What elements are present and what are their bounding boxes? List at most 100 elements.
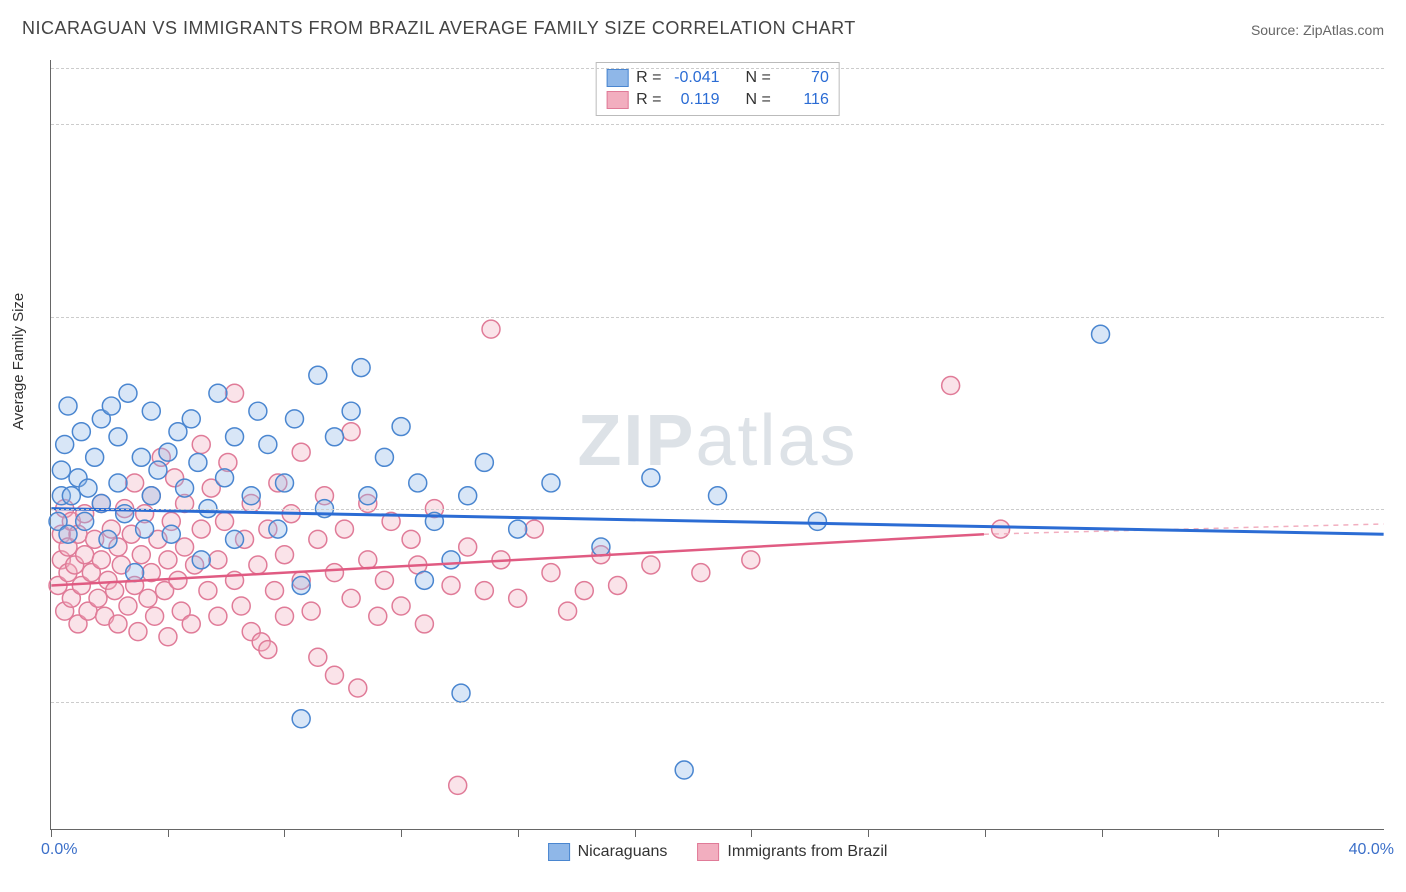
scatter-point bbox=[325, 666, 343, 684]
scatter-point bbox=[482, 320, 500, 338]
scatter-point bbox=[459, 487, 477, 505]
scatter-point bbox=[709, 487, 727, 505]
scatter-point bbox=[942, 377, 960, 395]
scatter-point bbox=[369, 607, 387, 625]
scatter-point bbox=[59, 525, 77, 543]
scatter-point bbox=[609, 576, 627, 594]
scatter-point bbox=[192, 551, 210, 569]
legend-item-a: Nicaraguans bbox=[548, 843, 668, 861]
scatter-point bbox=[209, 607, 227, 625]
chart-svg bbox=[51, 60, 1384, 829]
scatter-point bbox=[392, 597, 410, 615]
scatter-point bbox=[359, 487, 377, 505]
scatter-point bbox=[692, 564, 710, 582]
scatter-point bbox=[342, 423, 360, 441]
scatter-point bbox=[159, 443, 177, 461]
scatter-point bbox=[542, 564, 560, 582]
scatter-point bbox=[99, 530, 117, 548]
scatter-point bbox=[276, 546, 294, 564]
scatter-point bbox=[525, 520, 543, 538]
scatter-point bbox=[109, 615, 127, 633]
scatter-point bbox=[162, 525, 180, 543]
scatter-point bbox=[109, 428, 127, 446]
scatter-point bbox=[62, 487, 80, 505]
scatter-point bbox=[559, 602, 577, 620]
gridline bbox=[51, 509, 1384, 510]
scatter-point bbox=[142, 487, 160, 505]
scatter-point bbox=[442, 576, 460, 594]
scatter-point bbox=[349, 679, 367, 697]
scatter-point bbox=[415, 615, 433, 633]
scatter-point bbox=[242, 487, 260, 505]
y-tick-label: 2.75 bbox=[1392, 693, 1406, 711]
scatter-point bbox=[269, 520, 287, 538]
scatter-point bbox=[642, 469, 660, 487]
x-tick bbox=[751, 829, 752, 837]
scatter-point bbox=[226, 428, 244, 446]
scatter-point bbox=[102, 397, 120, 415]
scatter-point bbox=[575, 582, 593, 600]
scatter-point bbox=[402, 530, 420, 548]
scatter-point bbox=[149, 461, 167, 479]
scatter-point bbox=[342, 589, 360, 607]
x-tick bbox=[868, 829, 869, 837]
scatter-point bbox=[119, 597, 137, 615]
scatter-point bbox=[1092, 325, 1110, 343]
y-tick-label: 4.25 bbox=[1392, 308, 1406, 326]
scatter-point bbox=[292, 576, 310, 594]
scatter-point bbox=[192, 436, 210, 454]
x-tick bbox=[401, 829, 402, 837]
scatter-point bbox=[302, 602, 320, 620]
x-tick bbox=[1102, 829, 1103, 837]
scatter-point bbox=[189, 453, 207, 471]
series-legend: Nicaraguans Immigrants from Brazil bbox=[548, 843, 888, 861]
legend-item-b: Immigrants from Brazil bbox=[697, 843, 887, 861]
scatter-point bbox=[132, 448, 150, 466]
scatter-point bbox=[509, 589, 527, 607]
chart-title: NICARAGUAN VS IMMIGRANTS FROM BRAZIL AVE… bbox=[22, 18, 856, 39]
scatter-point bbox=[216, 512, 234, 530]
scatter-point bbox=[409, 474, 427, 492]
scatter-point bbox=[86, 448, 104, 466]
scatter-point bbox=[209, 551, 227, 569]
scatter-point bbox=[592, 538, 610, 556]
scatter-point bbox=[475, 582, 493, 600]
scatter-point bbox=[642, 556, 660, 574]
scatter-point bbox=[129, 623, 147, 641]
x-label-max: 40.0% bbox=[1349, 841, 1394, 859]
gridline bbox=[51, 124, 1384, 125]
scatter-point bbox=[449, 776, 467, 794]
scatter-point bbox=[92, 551, 110, 569]
swatch-b2 bbox=[697, 843, 719, 861]
scatter-point bbox=[126, 564, 144, 582]
scatter-point bbox=[72, 423, 90, 441]
x-label-min: 0.0% bbox=[41, 841, 77, 859]
x-tick bbox=[985, 829, 986, 837]
scatter-point bbox=[542, 474, 560, 492]
x-tick bbox=[518, 829, 519, 837]
scatter-point bbox=[76, 512, 94, 530]
scatter-point bbox=[675, 761, 693, 779]
gridline bbox=[51, 317, 1384, 318]
scatter-point bbox=[106, 582, 124, 600]
scatter-point bbox=[475, 453, 493, 471]
scatter-point bbox=[509, 520, 527, 538]
source-attribution: Source: ZipAtlas.com bbox=[1251, 22, 1384, 38]
scatter-point bbox=[276, 474, 294, 492]
scatter-point bbox=[335, 520, 353, 538]
gridline bbox=[51, 68, 1384, 69]
scatter-point bbox=[808, 512, 826, 530]
source-prefix: Source: bbox=[1251, 22, 1303, 38]
scatter-point bbox=[442, 551, 460, 569]
x-tick bbox=[284, 829, 285, 837]
scatter-point bbox=[192, 520, 210, 538]
scatter-point bbox=[452, 684, 470, 702]
source-name: ZipAtlas.com bbox=[1303, 22, 1384, 38]
y-tick-label: 5.00 bbox=[1392, 115, 1406, 133]
scatter-point bbox=[259, 641, 277, 659]
series-label-b: Immigrants from Brazil bbox=[727, 843, 887, 861]
scatter-point bbox=[142, 402, 160, 420]
scatter-point bbox=[116, 505, 134, 523]
scatter-point bbox=[169, 571, 187, 589]
scatter-point bbox=[209, 384, 227, 402]
